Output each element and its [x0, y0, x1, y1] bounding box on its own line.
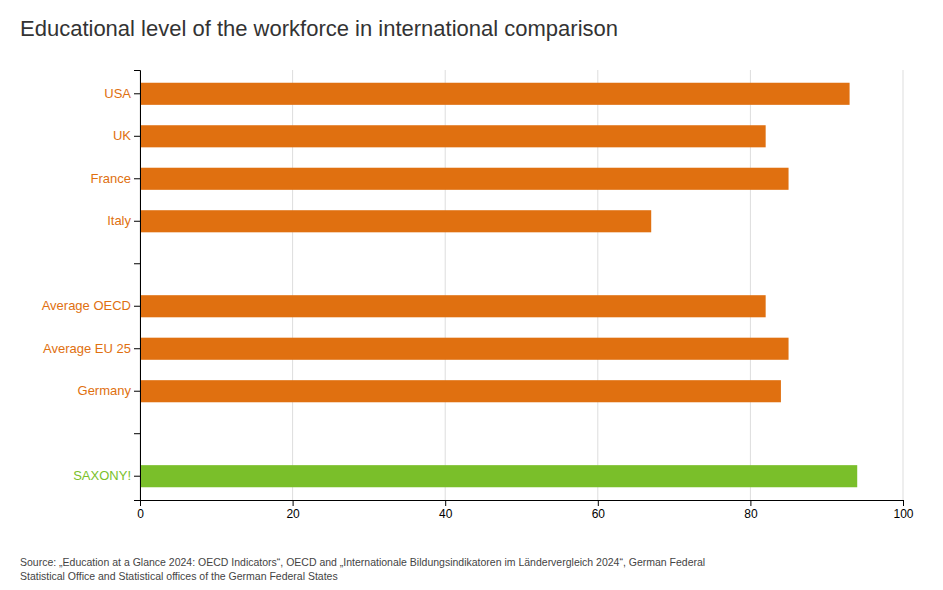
- tick: 20: [286, 500, 300, 521]
- tick-mark: [134, 306, 140, 307]
- tick-mark: [134, 433, 140, 434]
- bar: [140, 465, 857, 487]
- bars: [140, 83, 857, 488]
- title: Educational level of the workforce in in…: [20, 16, 618, 41]
- tick-mark: [750, 500, 751, 506]
- bar: [140, 295, 766, 317]
- tick-label: Germany: [78, 383, 132, 398]
- tick: [134, 433, 140, 434]
- bar: [140, 168, 789, 190]
- x-axis: 0 20 40 60 80 100: [137, 500, 914, 521]
- tick: 80: [744, 500, 758, 521]
- tick: Average EU 25: [43, 341, 140, 356]
- axis-line: [134, 71, 141, 501]
- axis-line: [141, 501, 904, 507]
- bar: [140, 125, 766, 147]
- tick: France: [91, 171, 140, 186]
- tick-label: Average EU 25: [43, 341, 131, 356]
- tick-label: UK: [113, 128, 131, 143]
- tick: 100: [893, 500, 913, 521]
- tick-label: 40: [439, 507, 453, 521]
- tick-mark: [134, 348, 140, 349]
- tick: SAXONY!: [73, 468, 140, 483]
- tick: 0: [137, 500, 144, 521]
- tick-mark: [134, 476, 140, 477]
- tick-mark: [134, 221, 140, 222]
- tick-mark: [445, 500, 446, 506]
- tick-mark: [903, 500, 904, 506]
- tick: Italy: [107, 213, 140, 228]
- plot: 0 20 40 60 80 100 SAXONY! Germany Average EU 25 A…: [42, 70, 914, 521]
- tick: Germany: [78, 383, 140, 398]
- tick-mark: [134, 178, 140, 179]
- tick-label: Average OECD: [42, 298, 131, 313]
- tick-mark: [134, 136, 140, 137]
- tick-mark: [293, 500, 294, 506]
- tick: 40: [439, 500, 453, 521]
- grid: [140, 70, 903, 500]
- tick-mark: [598, 500, 599, 506]
- tick: 60: [592, 500, 606, 521]
- tick-label: France: [91, 171, 131, 186]
- tick-label: 100: [893, 507, 913, 521]
- tick: Average OECD: [42, 298, 140, 313]
- y-axis: SAXONY! Germany Average EU 25 Average OECD I…: [42, 71, 141, 501]
- tick-mark: [134, 263, 140, 264]
- tick-mark: [134, 93, 140, 94]
- bar: [140, 83, 850, 105]
- tick-label: 0: [137, 507, 144, 521]
- tick: USA: [104, 86, 140, 101]
- source: Source: „Education at a Glance 2024: OEC…: [20, 556, 705, 582]
- tick-label: 20: [286, 507, 300, 521]
- bar: [140, 338, 789, 360]
- tick-label: Italy: [107, 213, 131, 228]
- tick-label: 60: [592, 507, 606, 521]
- grid-line: [903, 70, 904, 500]
- tick-label: 80: [744, 507, 758, 521]
- tick: UK: [113, 128, 140, 143]
- tick-label: SAXONY!: [73, 468, 131, 483]
- chart: Educational level of the workforce in in…: [0, 0, 943, 590]
- tick: [134, 263, 140, 264]
- bar: [140, 380, 781, 402]
- tick-label: USA: [104, 86, 131, 101]
- tick-mark: [134, 391, 140, 392]
- bar: [140, 210, 651, 232]
